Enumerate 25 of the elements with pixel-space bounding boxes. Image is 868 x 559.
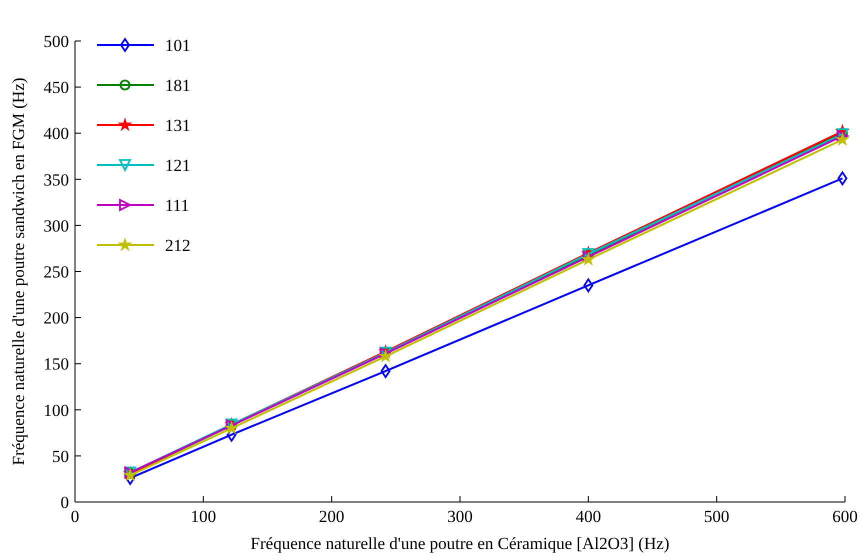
x-tick-label: 500 [704, 507, 730, 526]
legend-label: 111 [165, 196, 190, 215]
y-tick-label: 50 [52, 446, 69, 466]
y-tick-label: 100 [44, 400, 69, 420]
y-tick-label: 450 [44, 78, 69, 98]
x-tick-label: 300 [447, 507, 473, 526]
y-tick-label: 500 [44, 32, 69, 51]
x-tick-label: 600 [832, 507, 858, 526]
y-tick-label: 300 [44, 216, 69, 236]
y-tick-label: 350 [44, 170, 69, 190]
x-tick-label: 400 [576, 507, 602, 526]
legend-label: 181 [165, 76, 190, 95]
x-axis-title: Fréquence naturelle d'une poutre en Céramique [Al2O3] (Hz) [250, 534, 670, 553]
y-tick-label: 0 [60, 493, 69, 512]
y-axis-title: Fréquence naturelle d'une poutre sandwich en FGM (Hz) [9, 78, 28, 466]
legend-label: 101 [165, 36, 190, 55]
legend-label: 121 [165, 156, 190, 175]
y-tick-label: 200 [44, 308, 69, 328]
y-tick-label: 400 [44, 124, 69, 144]
x-tick-label: 200 [318, 507, 344, 526]
legend-label: 212 [165, 236, 190, 255]
y-tick-label: 150 [44, 354, 69, 374]
x-tick-label: 100 [190, 507, 216, 526]
y-tick-label: 250 [44, 262, 69, 282]
legend-label: 131 [165, 116, 190, 135]
